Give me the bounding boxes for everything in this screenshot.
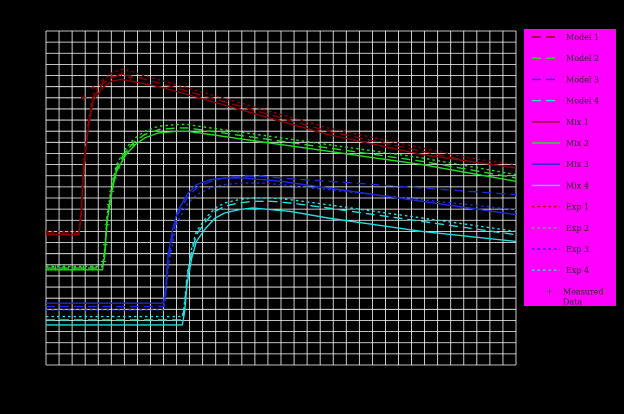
data-marker-13	[119, 155, 125, 161]
legend: Model 1 Model 2 Model 3 Model 4 Mix 1 Mix 2 Mi…	[524, 29, 616, 306]
data-marker-14	[124, 148, 130, 154]
data-marker-3	[71, 265, 77, 271]
legend-item-1: Model 1	[532, 33, 599, 42]
legend-item-10: Exp 2	[532, 224, 589, 233]
legend-label: Mix 3	[566, 160, 589, 169]
data-marker-18	[99, 78, 105, 84]
legend-item-3: Model 3	[532, 75, 599, 84]
legend-label: Mix 2	[566, 139, 589, 148]
series-layer	[46, 68, 517, 326]
legend-item-11: Exp 3	[532, 245, 589, 254]
legend-label: Exp 3	[566, 245, 589, 254]
series-line-5	[46, 130, 517, 271]
data-marker-20	[118, 71, 124, 77]
marker-layer	[52, 71, 136, 271]
data-marker-4	[81, 265, 87, 271]
legend-label: Model 1	[566, 33, 599, 42]
data-marker-15	[130, 142, 136, 148]
grid	[45, 30, 517, 366]
legend-item-2: Model 2	[532, 54, 599, 63]
data-marker-16	[81, 95, 87, 101]
legend-items: Model 1 Model 2 Model 3 Model 4 Mix 1 Mix 2 Mi…	[532, 33, 604, 306]
series-line-9	[46, 182, 517, 311]
legend-marker-symbol	[547, 288, 552, 294]
data-marker-11	[112, 175, 118, 181]
legend-label: Model 4	[566, 97, 599, 106]
legend-label: Model 2	[566, 54, 599, 63]
series-line-12	[46, 197, 517, 318]
legend-label: Mix 4	[566, 181, 589, 190]
legend-item-7: Mix 3	[532, 160, 589, 169]
series-line-2	[46, 78, 517, 236]
legend-label: Exp 2	[566, 224, 589, 233]
legend-item-5: Mix 1	[532, 118, 589, 127]
data-marker-7	[102, 242, 108, 248]
legend-label: Exp 1	[566, 203, 589, 212]
legend-item-12: Exp 4	[532, 266, 589, 275]
legend-item-6: Mix 2	[532, 139, 589, 148]
legend-label-line2: Data	[563, 297, 582, 306]
legend-background	[524, 29, 616, 306]
data-marker-5	[90, 265, 96, 271]
data-marker-19	[109, 73, 115, 79]
data-marker-17	[90, 85, 96, 91]
data-marker-6	[100, 258, 106, 264]
data-marker-9	[106, 202, 112, 208]
data-marker-1	[52, 265, 58, 271]
data-marker-2	[62, 265, 68, 271]
data-marker-12	[115, 165, 121, 171]
series-line-6	[46, 123, 517, 268]
data-marker-21	[128, 75, 134, 81]
legend-item-4: Model 4	[532, 97, 599, 106]
legend-label: Exp 4	[566, 266, 589, 275]
legend-label: Mix 1	[566, 118, 589, 127]
data-marker-8	[104, 222, 110, 228]
series-line-4	[46, 127, 517, 269]
data-marker-10	[109, 188, 115, 194]
legend-item-8: Mix 4	[532, 181, 589, 190]
legend-label: Model 3	[566, 75, 599, 84]
legend-item-9: Exp 1	[532, 203, 589, 212]
series-line-11	[46, 207, 517, 326]
legend-label: Measured	[563, 287, 604, 296]
